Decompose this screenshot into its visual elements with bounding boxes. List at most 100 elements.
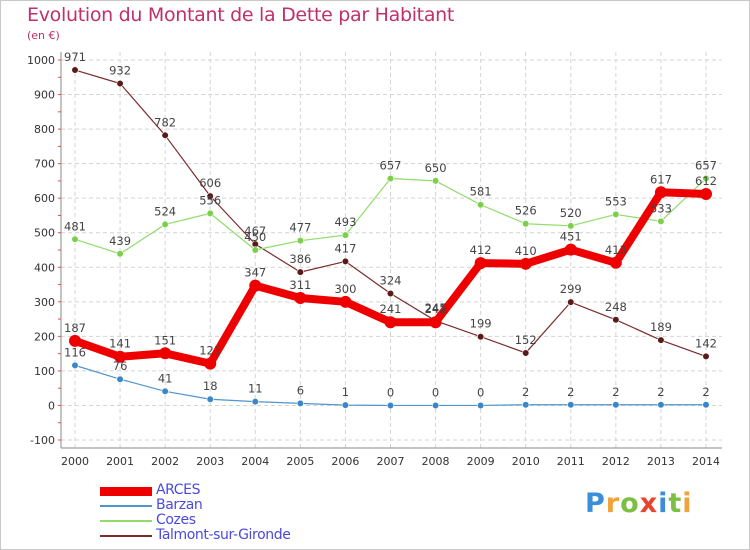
data-label: 581 bbox=[470, 185, 492, 199]
y-tick-label: -100 bbox=[30, 434, 55, 447]
x-tick-label: 2011 bbox=[557, 455, 585, 468]
data-point bbox=[294, 292, 307, 305]
y-tick-label: 0 bbox=[48, 399, 55, 412]
data-point bbox=[702, 401, 710, 409]
x-tick-label: 2005 bbox=[286, 455, 314, 468]
x-tick-label: 2010 bbox=[512, 455, 540, 468]
data-label: 121 bbox=[199, 344, 221, 358]
data-label: 1 bbox=[342, 385, 349, 399]
legend-swatch-talmont bbox=[100, 535, 152, 537]
x-tick-label: 2013 bbox=[647, 455, 675, 468]
data-point bbox=[477, 333, 485, 341]
data-point bbox=[384, 316, 397, 329]
data-label: 412 bbox=[470, 243, 492, 257]
data-label: 2 bbox=[522, 385, 529, 399]
y-tick-label: 600 bbox=[34, 192, 55, 205]
data-point bbox=[71, 361, 79, 369]
x-tick-label: 2012 bbox=[602, 455, 630, 468]
data-point bbox=[657, 401, 665, 409]
data-point bbox=[114, 350, 127, 363]
data-label: 347 bbox=[244, 266, 266, 280]
data-point bbox=[341, 401, 350, 409]
legend-label-barzan: Barzan bbox=[156, 497, 203, 513]
data-label: 41 bbox=[158, 371, 173, 385]
data-point bbox=[567, 298, 575, 306]
data-point bbox=[522, 401, 530, 409]
y-tick-label: 1000 bbox=[27, 54, 55, 67]
series-arces bbox=[69, 186, 712, 370]
x-tick-label: 2001 bbox=[106, 455, 134, 468]
series-cozes bbox=[71, 174, 710, 258]
data-point bbox=[206, 395, 214, 403]
data-point bbox=[341, 231, 350, 239]
data-label: 520 bbox=[560, 206, 582, 220]
data-label: 386 bbox=[289, 252, 311, 266]
data-label: 2 bbox=[567, 385, 574, 399]
data-label: 2 bbox=[657, 385, 664, 399]
data-point bbox=[386, 289, 395, 298]
data-label: 439 bbox=[109, 234, 131, 248]
data-label: 606 bbox=[199, 176, 221, 190]
data-point bbox=[339, 295, 352, 308]
y-tick-label: 800 bbox=[34, 123, 55, 136]
data-point bbox=[206, 192, 214, 200]
x-tick-label: 2008 bbox=[422, 455, 450, 468]
data-label: 526 bbox=[515, 204, 537, 218]
data-label: 11 bbox=[248, 382, 263, 396]
data-point bbox=[654, 186, 667, 199]
data-point bbox=[522, 349, 530, 357]
data-label: 481 bbox=[64, 219, 86, 233]
y-tick-label: 200 bbox=[34, 330, 55, 343]
data-label: 493 bbox=[334, 215, 356, 229]
data-label: 782 bbox=[154, 115, 176, 129]
data-label: 413 bbox=[605, 243, 627, 257]
data-label: 324 bbox=[380, 274, 402, 288]
data-point bbox=[431, 177, 440, 185]
data-label: 650 bbox=[425, 161, 447, 175]
data-label: 450 bbox=[244, 230, 266, 244]
data-label: 299 bbox=[560, 282, 582, 296]
data-point bbox=[71, 66, 79, 74]
data-label: 467 bbox=[244, 224, 266, 238]
data-point bbox=[116, 250, 124, 258]
data-label: 311 bbox=[289, 278, 311, 292]
data-label: 2 bbox=[702, 385, 709, 399]
data-label: 0 bbox=[477, 385, 484, 399]
data-point bbox=[296, 237, 304, 245]
y-tick-label: 100 bbox=[34, 365, 55, 378]
data-label: 657 bbox=[695, 158, 717, 172]
data-point bbox=[251, 246, 259, 254]
data-point bbox=[341, 257, 350, 266]
data-point bbox=[159, 347, 172, 360]
data-point bbox=[204, 357, 217, 370]
y-tick-label: 400 bbox=[34, 261, 55, 274]
chart-unit: (en €) bbox=[27, 29, 60, 42]
data-label: 300 bbox=[334, 282, 356, 296]
data-label: 533 bbox=[650, 201, 672, 215]
x-tick-label: 2006 bbox=[331, 455, 359, 468]
data-point bbox=[71, 235, 79, 243]
data-label: 187 bbox=[64, 321, 86, 335]
x-tick-label: 2004 bbox=[241, 455, 269, 468]
data-label: 116 bbox=[64, 345, 86, 359]
data-point bbox=[161, 131, 169, 139]
data-label: 199 bbox=[470, 317, 492, 331]
data-point bbox=[249, 279, 262, 292]
legend-label-cozes: Cozes bbox=[156, 512, 196, 528]
proxiti-logo: Proxiti bbox=[585, 488, 693, 519]
data-point bbox=[564, 243, 577, 256]
data-point bbox=[474, 257, 487, 270]
data-point bbox=[567, 222, 575, 230]
data-label: 76 bbox=[113, 359, 128, 373]
data-label: 451 bbox=[560, 230, 582, 244]
data-point bbox=[522, 220, 530, 228]
data-label: 152 bbox=[515, 333, 537, 347]
data-label: 657 bbox=[380, 158, 402, 172]
data-point bbox=[116, 79, 124, 88]
data-point bbox=[431, 401, 440, 410]
data-label: 0 bbox=[432, 385, 439, 399]
data-label: 6 bbox=[297, 383, 304, 397]
data-point bbox=[296, 268, 304, 276]
